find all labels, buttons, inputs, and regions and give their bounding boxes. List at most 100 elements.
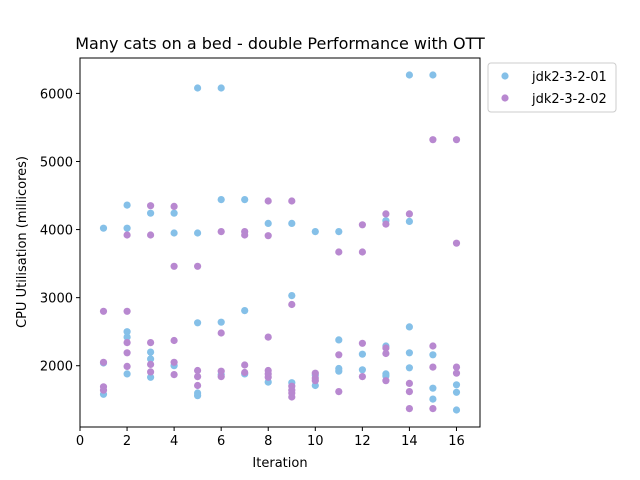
data-point-series-2: [147, 339, 155, 347]
y-axis: 2000 3000 4000 5000 6000: [40, 87, 80, 375]
data-point-series-2: [358, 373, 366, 381]
data-point-series-2: [382, 220, 390, 228]
data-point-series-2: [405, 405, 413, 413]
legend-marker: [501, 72, 509, 80]
data-point-series-2: [217, 329, 225, 337]
data-point-series-1: [194, 319, 202, 327]
data-point-series-1: [147, 355, 155, 363]
data-point-series-1: [147, 209, 155, 217]
data-point-series-1: [123, 224, 131, 232]
data-point-series-2: [170, 262, 178, 270]
data-point-series-2: [217, 228, 225, 236]
data-point-series-2: [123, 307, 131, 315]
data-point-series-1: [429, 71, 437, 79]
data-point-series-2: [264, 197, 272, 205]
data-point-series-2: [170, 336, 178, 345]
data-point-series-1: [405, 217, 413, 225]
data-point-series-1: [358, 366, 366, 374]
y-tick-label: 6000: [40, 87, 73, 102]
data-point-series-2: [452, 136, 461, 144]
data-point-series-1: [429, 351, 437, 359]
x-tick-label: 10: [307, 434, 324, 449]
data-point-series-2: [335, 351, 343, 359]
data-point-series-1: [405, 323, 413, 331]
legend-frame: [487, 62, 617, 113]
x-tick-label: 12: [354, 434, 371, 449]
y-tick-label: 5000: [40, 155, 73, 170]
data-point-series-2: [147, 360, 155, 368]
data-point-series-2: [123, 231, 131, 239]
data-point-series-2: [99, 386, 108, 394]
data-point-series-2: [123, 362, 131, 370]
data-point-series-2: [358, 339, 366, 347]
data-point-series-1: [170, 229, 178, 237]
data-point-series-1: [194, 392, 202, 400]
data-point-series-2: [335, 248, 343, 256]
x-tick-label: 4: [170, 434, 178, 449]
data-point-series-2: [170, 202, 178, 210]
data-point-series-2: [405, 388, 413, 396]
y-tick-label: 4000: [40, 224, 73, 239]
points-layer: [99, 71, 461, 414]
x-axis: 0 2 4 6 8 10 12 14 16: [76, 427, 465, 449]
data-point-series-1: [452, 381, 461, 389]
data-point-series-1: [358, 350, 366, 358]
data-point-series-2: [241, 231, 249, 239]
x-tick-label: 14: [401, 434, 418, 449]
data-point-series-1: [288, 219, 296, 227]
data-point-series-2: [429, 136, 437, 144]
data-point-series-2: [405, 210, 413, 218]
data-point-series-2: [358, 248, 366, 256]
data-point-series-2: [170, 358, 178, 366]
data-point-series-1: [217, 196, 225, 204]
data-point-series-2: [452, 239, 461, 247]
x-tick-label: 16: [448, 434, 465, 449]
data-point-series-2: [452, 369, 461, 377]
data-point-series-2: [170, 371, 178, 379]
data-point-series-2: [288, 197, 296, 205]
data-point-series-2: [382, 377, 390, 385]
data-point-series-2: [288, 393, 296, 401]
data-point-series-1: [241, 307, 249, 315]
data-point-series-1: [452, 388, 461, 396]
data-point-series-2: [405, 379, 413, 387]
legend-marker: [501, 94, 509, 102]
data-point-series-2: [99, 307, 108, 315]
legend-label: jdk2-3-2-02: [531, 92, 607, 107]
data-point-series-2: [429, 342, 437, 350]
data-point-series-1: [217, 318, 225, 326]
data-point-series-2: [288, 300, 296, 309]
y-tick-label: 2000: [40, 360, 73, 375]
data-point-series-1: [147, 348, 155, 356]
data-point-series-2: [241, 368, 249, 377]
data-point-series-2: [123, 339, 131, 347]
data-point-series-2: [382, 344, 390, 352]
x-tick-label: 6: [217, 434, 225, 449]
data-point-series-2: [194, 381, 202, 390]
data-point-series-1: [170, 209, 178, 217]
data-point-series-2: [194, 373, 202, 381]
data-point-series-2: [217, 373, 225, 381]
data-point-series-2: [335, 388, 343, 396]
data-point-series-1: [405, 71, 413, 79]
data-point-series-2: [382, 210, 390, 218]
data-point-series-2: [452, 363, 461, 371]
data-point-series-1: [123, 201, 131, 209]
data-point-series-1: [123, 333, 131, 341]
data-point-series-1: [147, 373, 155, 381]
data-point-series-1: [194, 84, 202, 92]
data-point-series-2: [429, 405, 437, 413]
data-point-series-2: [264, 373, 272, 381]
data-point-series-2: [429, 363, 437, 371]
data-point-series-2: [311, 377, 319, 385]
data-point-series-1: [335, 367, 343, 375]
legend: jdk2-3-2-01 jdk2-3-2-02: [487, 62, 617, 113]
x-tick-label: 8: [264, 434, 272, 449]
data-point-series-1: [335, 228, 343, 236]
data-point-series-1: [217, 84, 225, 92]
data-point-series-2: [264, 232, 272, 240]
y-axis-label: CPU Utilisation (millicores): [15, 156, 30, 328]
data-point-series-2: [147, 202, 155, 210]
data-point-series-2: [217, 367, 225, 375]
